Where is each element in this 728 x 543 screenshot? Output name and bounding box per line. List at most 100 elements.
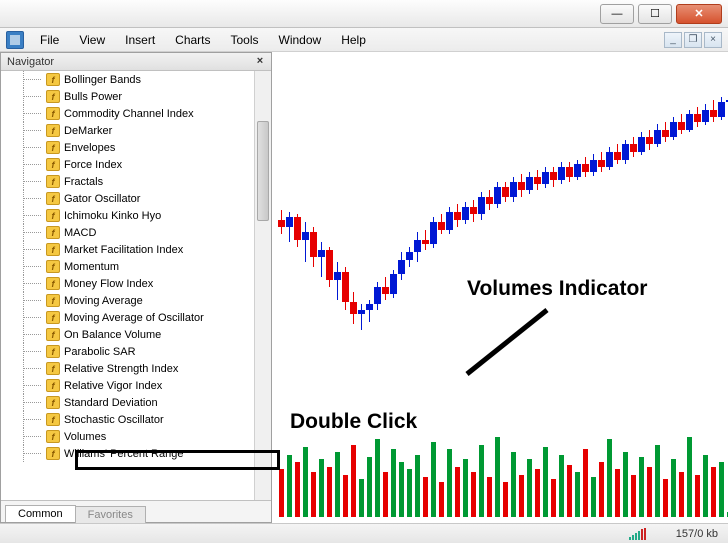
menu-window[interactable]: Window [269, 30, 332, 50]
indicator-item[interactable]: f Commodity Channel Index [1, 105, 271, 122]
indicator-label: Gator Oscillator [64, 193, 140, 205]
indicator-label: Momentum [64, 261, 119, 273]
indicator-item[interactable]: f MACD [1, 224, 271, 241]
indicator-icon: f [46, 175, 60, 188]
indicator-icon: f [46, 345, 60, 358]
chart-area[interactable]: Volumes Indicator Double Click [272, 52, 728, 523]
indicator-label: Market Facilitation Index [64, 244, 183, 256]
window-maximize-button[interactable]: ☐ [638, 4, 672, 24]
indicator-label: Stochastic Oscillator [64, 414, 164, 426]
indicator-item[interactable]: f Market Facilitation Index [1, 241, 271, 258]
navigator-title: Navigator × [1, 53, 271, 71]
indicator-icon: f [46, 413, 60, 426]
indicator-icon: f [46, 277, 60, 290]
indicator-label: Envelopes [64, 142, 115, 154]
indicator-label: Standard Deviation [64, 397, 158, 409]
annotation-double-click: Double Click [290, 410, 417, 434]
indicator-item[interactable]: f Envelopes [1, 139, 271, 156]
indicator-label: Commodity Channel Index [64, 108, 194, 120]
navigator-panel: Navigator × f Bollinger Bands f Bulls Power… [0, 52, 272, 523]
indicator-icon: f [46, 362, 60, 375]
indicator-item[interactable]: f Standard Deviation [1, 394, 271, 411]
indicator-icon: f [46, 73, 60, 86]
workspace: Navigator × f Bollinger Bands f Bulls Power… [0, 52, 728, 523]
indicator-label: Bollinger Bands [64, 74, 141, 86]
indicator-label: MACD [64, 227, 96, 239]
indicator-item[interactable]: f Relative Strength Index [1, 360, 271, 377]
menubar: File View Insert Charts Tools Window Hel… [0, 28, 728, 52]
indicator-icon: f [46, 294, 60, 307]
indicator-label: Moving Average of Oscillator [64, 312, 204, 324]
indicator-icon: f [46, 430, 60, 443]
indicator-icon: f [46, 209, 60, 222]
indicator-label: Williams' Percent Range [64, 448, 183, 460]
tab-favorites[interactable]: Favorites [75, 506, 146, 523]
indicator-icon: f [46, 379, 60, 392]
window-close-button[interactable]: ✕ [676, 4, 722, 24]
indicator-item[interactable]: f Parabolic SAR [1, 343, 271, 360]
statusbar: 157/0 kb [0, 523, 728, 543]
indicator-icon: f [46, 107, 60, 120]
indicator-item[interactable]: f On Balance Volume [1, 326, 271, 343]
indicator-item[interactable]: f Fractals [1, 173, 271, 190]
indicator-item[interactable]: f Relative Vigor Index [1, 377, 271, 394]
indicator-label: Bulls Power [64, 91, 122, 103]
navigator-scrollbar[interactable] [254, 71, 271, 500]
app-icon [6, 31, 24, 49]
mdi-minimize-button[interactable]: _ [664, 32, 682, 48]
indicator-item[interactable]: f Stochastic Oscillator [1, 411, 271, 428]
indicator-item[interactable]: f DeMarker [1, 122, 271, 139]
indicator-item[interactable]: f Money Flow Index [1, 275, 271, 292]
indicator-icon: f [46, 243, 60, 256]
indicator-label: Fractals [64, 176, 103, 188]
indicator-label: Money Flow Index [64, 278, 153, 290]
window-minimize-button[interactable]: — [600, 4, 634, 24]
indicator-item[interactable]: f Ichimoku Kinko Hyo [1, 207, 271, 224]
indicator-icon: f [46, 124, 60, 137]
indicator-icon: f [46, 328, 60, 341]
indicator-label: Parabolic SAR [64, 346, 136, 358]
menu-insert[interactable]: Insert [115, 30, 165, 50]
scrollbar-thumb[interactable] [257, 121, 269, 221]
indicator-icon: f [46, 226, 60, 239]
indicator-item[interactable]: f Moving Average [1, 292, 271, 309]
menu-charts[interactable]: Charts [165, 30, 220, 50]
menu-view[interactable]: View [69, 30, 115, 50]
indicator-label: DeMarker [64, 125, 112, 137]
indicator-icon: f [46, 311, 60, 324]
titlebar: — ☐ ✕ [0, 0, 728, 28]
indicator-item[interactable]: f Bulls Power [1, 88, 271, 105]
mdi-close-button[interactable]: × [704, 32, 722, 48]
indicator-label: Moving Average [64, 295, 143, 307]
status-transfer: 157/0 kb [676, 528, 718, 540]
mdi-restore-button[interactable]: ❐ [684, 32, 702, 48]
indicator-item[interactable]: f Gator Oscillator [1, 190, 271, 207]
menu-help[interactable]: Help [331, 30, 376, 50]
indicator-icon: f [46, 141, 60, 154]
indicator-label: Ichimoku Kinko Hyo [64, 210, 161, 222]
annotation-volumes-indicator: Volumes Indicator [467, 277, 647, 301]
indicator-label: Relative Vigor Index [64, 380, 162, 392]
navigator-tabs: Common Favorites [1, 500, 271, 522]
indicator-item[interactable]: f Moving Average of Oscillator [1, 309, 271, 326]
indicator-label: On Balance Volume [64, 329, 161, 341]
indicator-item[interactable]: f Bollinger Bands [1, 71, 271, 88]
indicator-icon: f [46, 396, 60, 409]
indicator-icon: f [46, 158, 60, 171]
tab-common[interactable]: Common [5, 505, 76, 522]
indicator-icon: f [46, 90, 60, 103]
indicator-icon: f [46, 260, 60, 273]
indicator-label: Volumes [64, 431, 106, 443]
menu-tools[interactable]: Tools [221, 30, 269, 50]
indicator-item[interactable]: f Momentum [1, 258, 271, 275]
indicator-icon: f [46, 447, 60, 460]
indicator-label: Relative Strength Index [64, 363, 178, 375]
indicator-item[interactable]: f Williams' Percent Range [1, 445, 271, 462]
navigator-close-button[interactable]: × [253, 55, 267, 67]
navigator-tree: f Bollinger Bands f Bulls Power f Commodity C… [1, 71, 271, 500]
indicator-item[interactable]: fForce Index [1, 156, 271, 173]
indicator-icon: f [46, 192, 60, 205]
indicator-item[interactable]: f Volumes [1, 428, 271, 445]
menu-file[interactable]: File [30, 30, 69, 50]
mdi-controls: _ ❐ × [664, 32, 722, 48]
